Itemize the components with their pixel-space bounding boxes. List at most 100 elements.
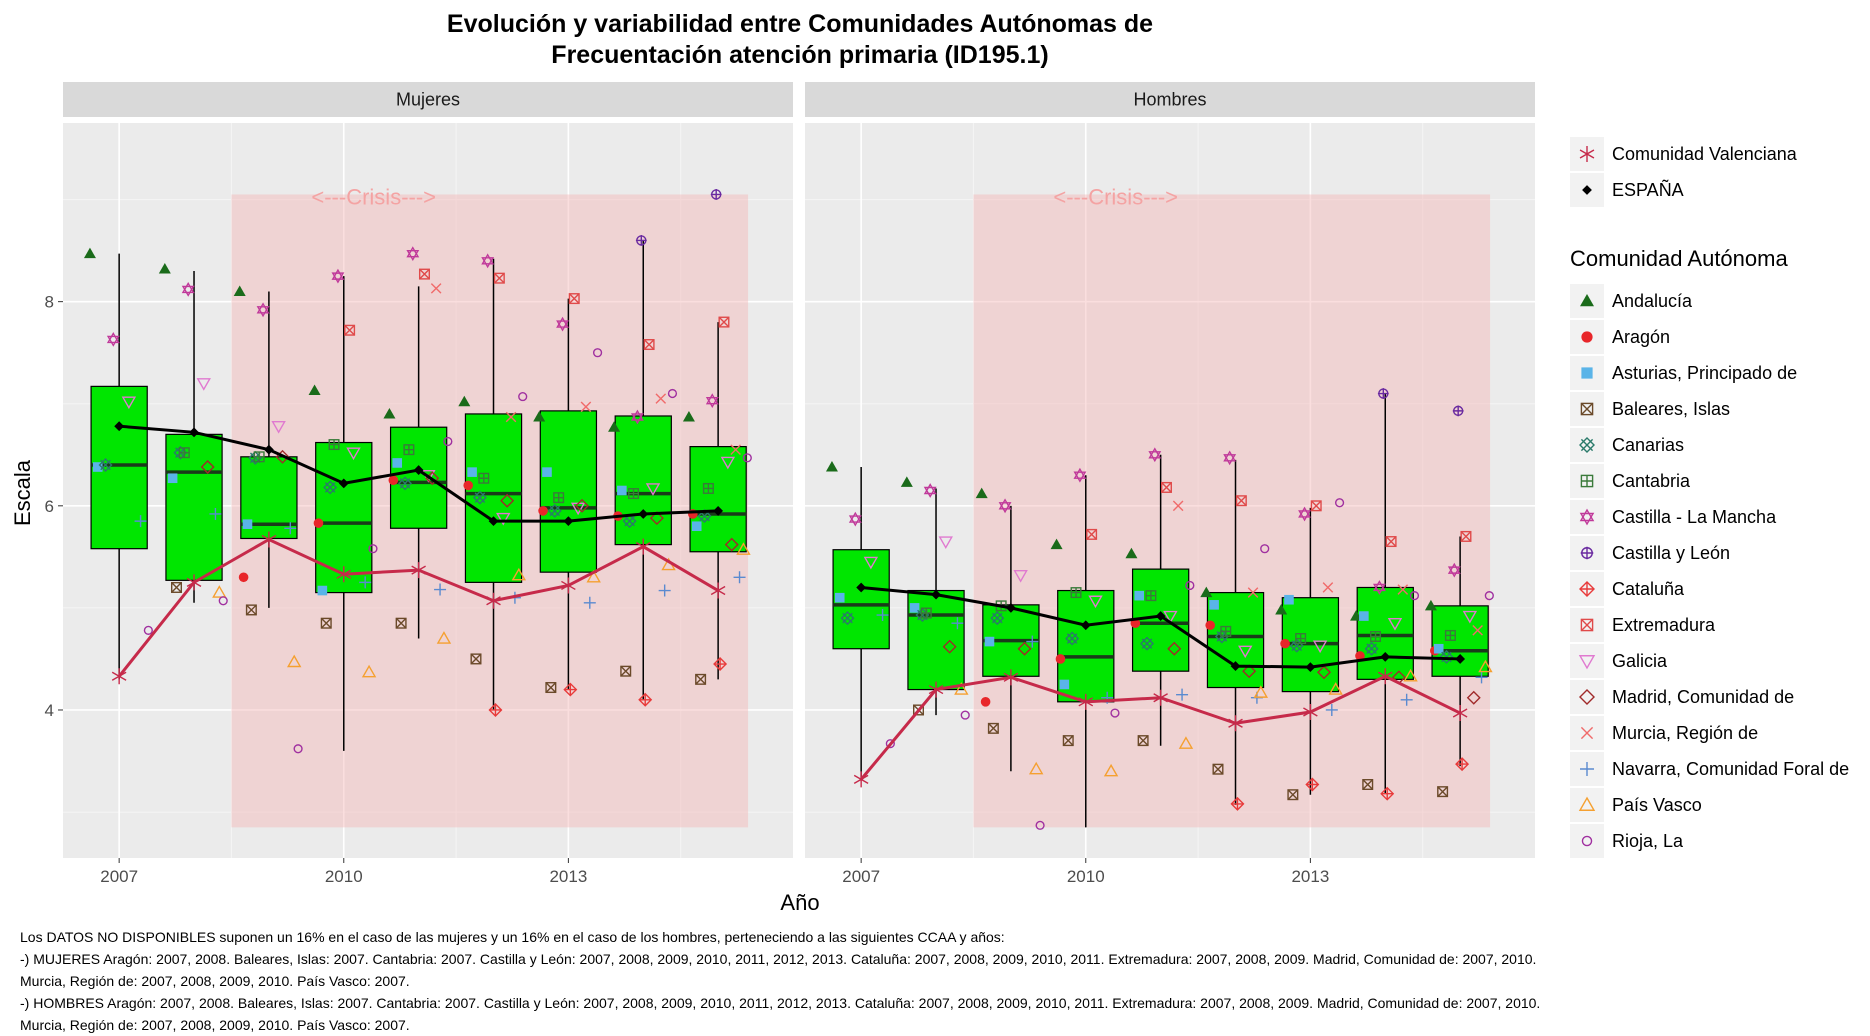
point-castilla-la-mancha — [106, 332, 120, 347]
point-extremadura — [1310, 500, 1322, 512]
y-axis-title: Escala — [10, 459, 35, 526]
point-castilla-la-mancha — [181, 282, 195, 297]
legend-label: País Vasco — [1612, 795, 1702, 815]
point-extremadura — [1385, 536, 1397, 548]
point-catalu-a — [1305, 777, 1320, 792]
series-point — [1305, 662, 1316, 673]
series-point — [186, 574, 202, 591]
point-canarias — [547, 503, 562, 518]
point-murcia-regi-n-de — [1472, 625, 1483, 636]
point-galicia — [645, 483, 661, 496]
boxplot-2008 — [907, 488, 965, 716]
point-rioja-la — [885, 739, 895, 749]
legend-symbol — [1582, 185, 1592, 195]
legend-entry: País Vasco — [1570, 788, 1702, 822]
point-galicia — [1088, 595, 1103, 609]
point-castilla-la-mancha — [481, 253, 495, 269]
y-tick-label: 8 — [45, 293, 54, 312]
point-pa-s-vasco — [1403, 668, 1418, 682]
point-asturias-principado-de — [1059, 679, 1070, 690]
box — [165, 433, 223, 581]
point-canarias — [1065, 631, 1080, 646]
legend-key — [1570, 644, 1604, 678]
legend-entry: Andalucía — [1570, 284, 1693, 318]
point-rioja-la — [143, 625, 153, 635]
legend-symbol — [1580, 294, 1594, 307]
point-galicia — [720, 456, 736, 470]
point-arag-n — [388, 475, 399, 486]
point-navarra-comunidad-foral-de — [658, 584, 671, 597]
panel-hombres: Hombres <---Crisis---> 2007 2010 2013 — [805, 82, 1535, 886]
x-tick-label: 2010 — [325, 867, 363, 886]
point-canarias — [472, 490, 487, 505]
point-castilla-y-le-n — [635, 234, 647, 246]
point-andaluc-a — [825, 461, 838, 472]
legend-label: Aragón — [1612, 327, 1670, 347]
point-galicia — [1462, 610, 1478, 624]
point-arag-n — [1280, 638, 1290, 649]
point-baleares-islas — [545, 682, 557, 694]
point-madrid-comunidad-de — [1466, 690, 1481, 705]
point-cantabria — [1295, 633, 1307, 645]
point-andaluc-a — [308, 384, 321, 395]
point-catalu-a — [488, 702, 503, 717]
legend-entry: Rioja, La — [1570, 824, 1684, 858]
point-asturias-principado-de — [1209, 600, 1219, 610]
point-navarra-comunidad-foral-de — [1400, 693, 1413, 706]
legend: Comunidad Valenciana ESPAÑA Comunidad Autó… — [1570, 137, 1849, 858]
series-point — [635, 538, 651, 555]
point-murcia-regi-n-de — [430, 283, 442, 294]
point-rioja-la — [293, 744, 303, 754]
point-rioja-la — [1409, 591, 1420, 601]
point-castilla-la-mancha — [1073, 467, 1087, 483]
facet-label: Mujeres — [396, 90, 460, 110]
point-extremadura — [1460, 530, 1472, 542]
point-asturias-principado-de — [1359, 611, 1369, 621]
point-asturias-principado-de — [542, 467, 552, 477]
series-point — [1377, 668, 1393, 685]
point-cantabria — [628, 488, 640, 500]
chart-title-line2: Frecuentación atención primaria (ID195.1… — [551, 41, 1048, 69]
point-asturias-principado-de — [92, 462, 103, 472]
legend-key — [1570, 788, 1604, 822]
point-arag-n — [238, 572, 249, 583]
legend-key — [1570, 680, 1604, 714]
point-catalu-a — [1230, 796, 1245, 811]
point-castilla-la-mancha — [331, 268, 345, 284]
point-catalu-a — [563, 682, 578, 697]
point-arag-n — [463, 480, 474, 491]
crisis-label: <---Crisis---> — [1053, 184, 1178, 209]
legend-symbol — [1579, 508, 1595, 526]
series-point — [411, 562, 426, 579]
point-murcia-regi-n-de — [505, 411, 517, 423]
point-galicia — [938, 536, 953, 549]
point-rioja-la — [518, 391, 528, 402]
point-murcia-regi-n-de — [655, 393, 667, 404]
point-andaluc-a — [458, 395, 471, 407]
legend-label: Rioja, La — [1612, 831, 1684, 851]
point-rioja-la — [960, 710, 970, 720]
series-point — [853, 771, 869, 788]
point-extremadura — [718, 316, 730, 328]
box — [614, 415, 672, 546]
point-asturias-principado-de — [691, 521, 702, 532]
point-galicia — [1387, 618, 1403, 631]
footnote-line: Los DATOS NO DISPONIBLES suponen un 16% … — [20, 929, 1005, 945]
point-navarra-comunidad-foral-de — [134, 515, 147, 528]
y-tick-label: 6 — [45, 497, 54, 516]
series-comunidad-valenciana — [111, 531, 726, 685]
point-navarra-comunidad-foral-de — [1176, 688, 1189, 701]
footnote-line: -) HOMBRES Aragón: 2007, 2008. Baleares,… — [20, 995, 1541, 1033]
point-murcia-regi-n-de — [580, 401, 592, 413]
x-tick-label: 2007 — [842, 867, 880, 886]
facet-strip — [805, 82, 1535, 117]
point-baleares-islas — [395, 617, 407, 629]
series-point — [1452, 705, 1468, 722]
x-axis-title: Año — [780, 890, 819, 915]
point-rioja-la — [592, 348, 603, 358]
legend-label: Asturias, Principado de — [1612, 363, 1797, 383]
point-baleares-islas — [171, 581, 183, 593]
series-point — [1230, 661, 1241, 671]
point-madrid-comunidad-de — [1242, 664, 1257, 679]
point-castilla-la-mancha — [1298, 506, 1311, 522]
